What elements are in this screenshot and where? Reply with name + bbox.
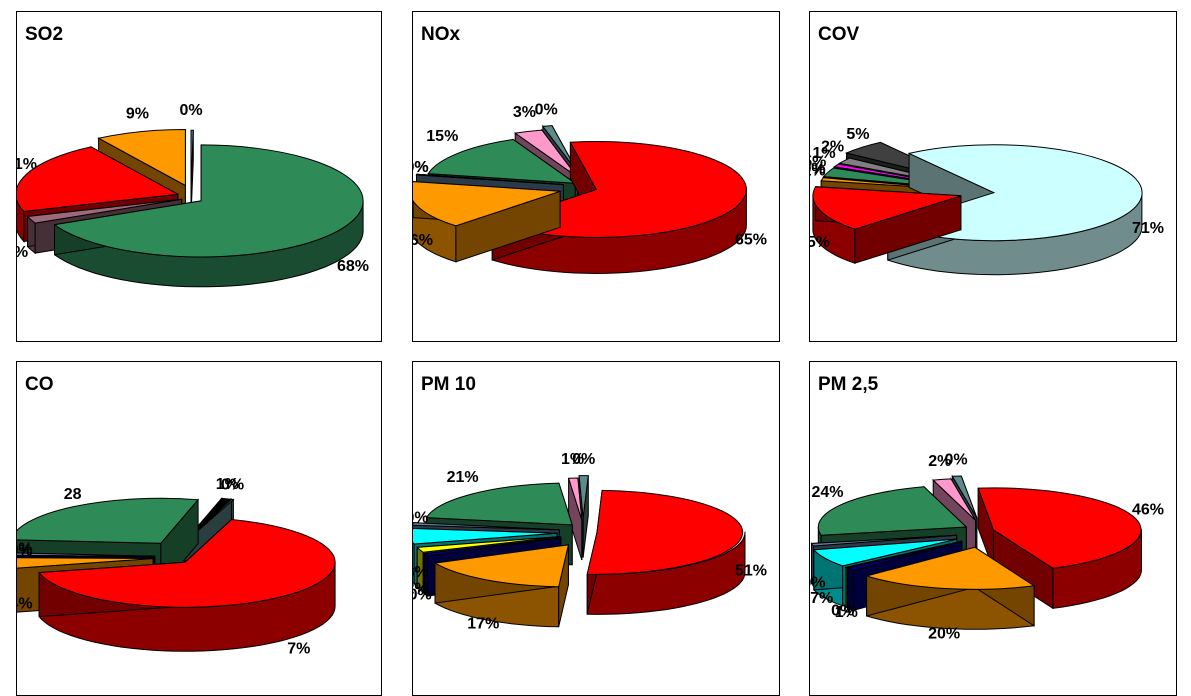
data-label: 68% bbox=[337, 258, 369, 275]
pie-slice bbox=[433, 544, 570, 628]
chart-panel-cov: COV 71%15%1%0%0%5%1%2%5% bbox=[809, 11, 1177, 342]
data-label: 0% bbox=[413, 159, 429, 176]
chart-title: PM 2,5 bbox=[818, 374, 879, 395]
data-label: 46% bbox=[1132, 502, 1164, 519]
data-label: % bbox=[17, 244, 28, 261]
pie-slice bbox=[567, 477, 583, 561]
pie-chart: 51%17%0%2%6%0%21%1%0% bbox=[413, 451, 767, 632]
data-label: 71% bbox=[1132, 220, 1164, 237]
data-label: 17% bbox=[467, 615, 499, 632]
chart-panel-pm10: PM 10 51%17%0%2%6%0%21%1%0% bbox=[412, 361, 780, 696]
data-label: 15% bbox=[810, 234, 830, 251]
chart-panel-so2: SO2 68%% 21% 9% 0% bbox=[16, 11, 382, 342]
data-label: 3% bbox=[513, 104, 536, 121]
chart-title: CO bbox=[25, 374, 54, 395]
data-label: 2% bbox=[413, 581, 429, 598]
data-label: 21% bbox=[447, 469, 479, 486]
chart-panel-co: CO 7%4%0%0%281%0% bbox=[16, 361, 382, 696]
data-label: 5% bbox=[846, 126, 869, 143]
data-label: 15% bbox=[426, 128, 458, 145]
chart-panel-nox: NOx 65%16%0%0%15%3%0% bbox=[412, 11, 780, 342]
chart-title: COV bbox=[818, 24, 860, 45]
pie-slice bbox=[38, 518, 336, 652]
data-label: 2% bbox=[821, 139, 844, 156]
pie-slice bbox=[812, 186, 962, 264]
data-label: 16% bbox=[413, 232, 433, 249]
data-label: 0% bbox=[221, 477, 244, 494]
chart-panel-pm25: PM 2,5 46%20%1%0%7%0%24%2%0% bbox=[809, 361, 1177, 696]
data-label: 21% bbox=[17, 156, 37, 173]
pie-slice bbox=[977, 487, 1142, 610]
pie-slice bbox=[413, 181, 561, 263]
data-label: 4% bbox=[17, 596, 33, 613]
data-label: 1% bbox=[216, 476, 239, 493]
data-label: 0% bbox=[831, 602, 854, 619]
data-label: 2% bbox=[928, 453, 951, 470]
data-label: 0% bbox=[810, 574, 826, 591]
data-label: 7% bbox=[287, 640, 310, 657]
pie-slice bbox=[53, 144, 364, 288]
data-label: 0% bbox=[413, 159, 429, 176]
data-label: 1% bbox=[835, 604, 858, 621]
data-label: 28 bbox=[64, 486, 82, 503]
chart-title: NOx bbox=[421, 24, 461, 45]
data-label: 0% bbox=[944, 452, 967, 469]
pie-chart: 68%% 21% 9% 0% bbox=[17, 102, 369, 288]
data-label: 0% bbox=[17, 543, 33, 560]
data-label: 9% bbox=[126, 105, 149, 122]
data-label: 0% bbox=[535, 102, 558, 119]
data-label: 24% bbox=[811, 484, 843, 501]
chart-title: SO2 bbox=[25, 24, 64, 45]
data-label: 0% bbox=[810, 160, 826, 177]
data-label: 1% bbox=[561, 451, 584, 468]
data-label: 6% bbox=[413, 564, 429, 581]
data-label: 0% bbox=[572, 451, 595, 468]
data-label: 51% bbox=[735, 562, 767, 579]
pie-slice bbox=[586, 489, 746, 615]
data-label: 7% bbox=[810, 590, 833, 607]
data-label: 0% bbox=[413, 509, 429, 526]
data-label: 5% bbox=[810, 154, 826, 171]
data-label: 1% bbox=[812, 145, 835, 162]
pie-chart: 71%15%1%0%0%5%1%2%5% bbox=[810, 126, 1164, 276]
data-label: 0% bbox=[17, 541, 33, 558]
pie-chart: 7%4%0%0%281%0% bbox=[17, 476, 336, 657]
pie-chart: 46%20%1%0%7%0%24%2%0% bbox=[810, 452, 1164, 643]
data-label: 0% bbox=[413, 587, 432, 604]
pie-chart: 65%16%0%0%15%3%0% bbox=[413, 102, 767, 275]
pie-slice bbox=[864, 546, 1036, 630]
chart-title: PM 10 bbox=[421, 374, 476, 395]
data-label: 1% bbox=[810, 163, 826, 180]
data-label: 20% bbox=[928, 626, 960, 643]
data-label: 0% bbox=[810, 160, 826, 177]
data-label: 65% bbox=[735, 232, 767, 249]
data-label: 0% bbox=[179, 102, 202, 119]
